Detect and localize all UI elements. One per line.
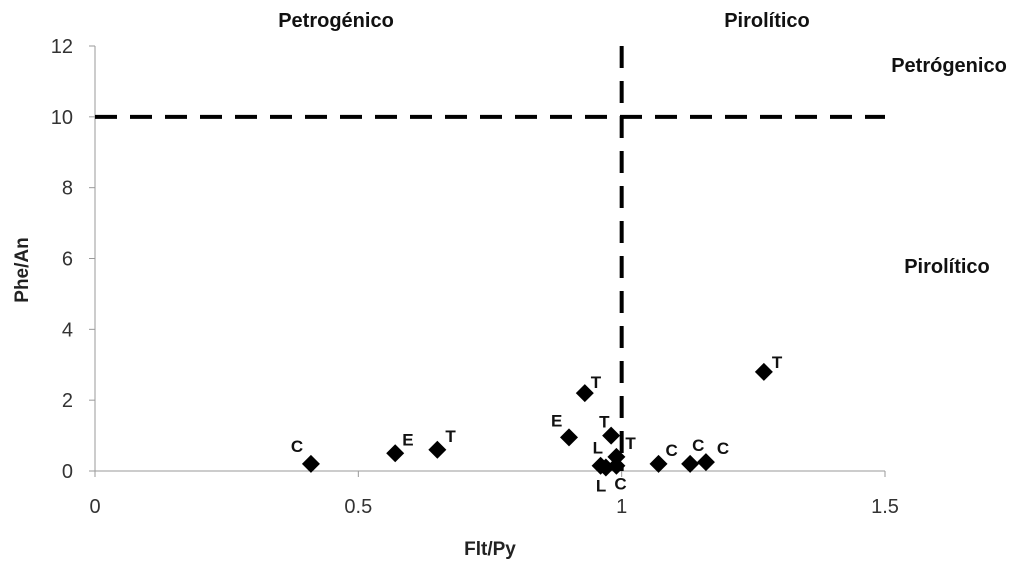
data-point-marker <box>649 454 668 473</box>
data-point-label: C <box>614 475 626 494</box>
region-label-right-upper: Petrógenico <box>891 55 1007 77</box>
threshold-lines <box>95 46 885 471</box>
data-point-marker <box>602 426 621 445</box>
y-tick-label: 8 <box>62 178 73 200</box>
y-tick-label: 2 <box>62 390 73 412</box>
y-tick-label: 0 <box>62 461 73 483</box>
data-point-label: C <box>666 441 678 460</box>
data-point-label: T <box>445 427 456 446</box>
x-tick-label: 1 <box>616 496 627 518</box>
data-point-label: E <box>402 430 413 449</box>
data-point-marker <box>386 444 405 463</box>
data-point-label: L <box>593 439 603 458</box>
data-point-label: T <box>625 434 636 453</box>
x-axis-title: Flt/Py <box>464 539 516 560</box>
region-label-top-left: Petrogénico <box>278 10 394 32</box>
data-point-label: E <box>551 411 562 430</box>
data-point-marker <box>696 453 715 472</box>
data-point-label: L <box>596 476 606 495</box>
x-tick-label: 0 <box>89 496 100 518</box>
data-point-label: T <box>599 413 610 432</box>
y-axis-title: Phe/An <box>12 237 33 302</box>
x-tick-label: 0.5 <box>344 496 372 518</box>
x-tick-label: 1.5 <box>871 496 899 518</box>
region-label-top-right: Pirolítico <box>724 10 810 32</box>
data-point-label: C <box>717 439 729 458</box>
data-point-label: C <box>692 436 704 455</box>
data-point-label: T <box>591 373 602 392</box>
data-point-marker <box>560 428 578 447</box>
data-point-label: T <box>772 353 783 372</box>
y-tick-label: 6 <box>62 249 73 271</box>
data-point-marker <box>607 447 626 466</box>
y-tick-label: 4 <box>62 319 73 341</box>
region-label-right-lower: Pirolítico <box>904 256 990 278</box>
y-tick-label: 12 <box>51 36 73 58</box>
data-point-marker <box>754 362 773 381</box>
axes: 0 0.5 1 1.5 0 2 4 6 8 10 12 <box>51 36 899 518</box>
data-point-label: C <box>291 437 303 456</box>
data-point-marker <box>681 454 700 473</box>
data-point-marker <box>428 440 447 459</box>
data-point-marker <box>575 384 594 403</box>
data-point-marker <box>301 454 320 473</box>
y-tick-label: 10 <box>51 107 73 129</box>
